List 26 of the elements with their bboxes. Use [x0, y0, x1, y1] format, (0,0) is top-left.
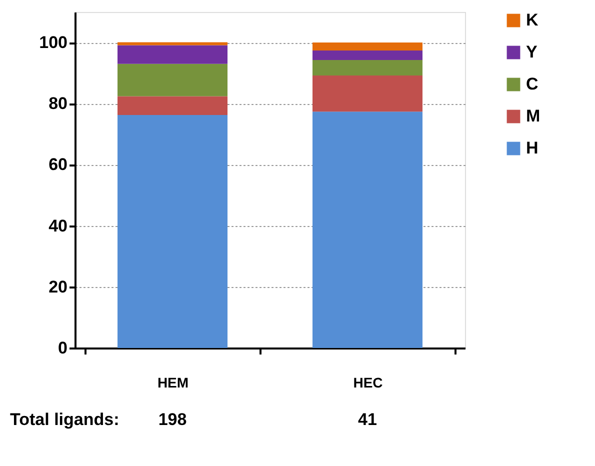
- y-tick-label: 80: [48, 94, 68, 114]
- bar: [118, 114, 228, 348]
- legend-label: M: [526, 106, 540, 126]
- bar: [118, 42, 228, 46]
- bar: [312, 42, 422, 50]
- y-tick-label: 40: [48, 216, 68, 236]
- bar: [312, 112, 422, 348]
- y-tick-label: 60: [48, 155, 68, 174]
- legend-label: C: [526, 74, 538, 94]
- x-tick-label: HEM: [157, 374, 189, 390]
- text: 198: [158, 410, 187, 429]
- y-tick-label: 100: [39, 33, 68, 52]
- legend-label: H: [526, 138, 538, 158]
- bar: [118, 96, 228, 115]
- text: Total ligands:: [10, 410, 120, 429]
- bar: [312, 76, 422, 112]
- bar: [118, 64, 228, 96]
- bar: [118, 45, 228, 64]
- y-tick-label: 0: [58, 338, 68, 358]
- text: 41: [358, 410, 377, 429]
- bar: [312, 50, 422, 60]
- legend-label: Y: [526, 42, 538, 62]
- bar: [312, 60, 422, 76]
- y-tick-label: 20: [48, 277, 68, 296]
- x-tick-label: HEC: [353, 374, 383, 390]
- legend-label: K: [526, 10, 539, 30]
